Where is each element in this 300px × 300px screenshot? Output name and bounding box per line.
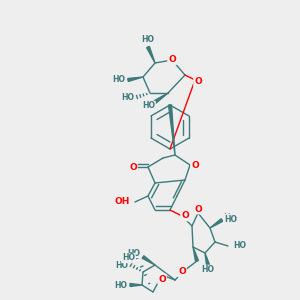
Text: HO: HO: [115, 260, 128, 269]
Polygon shape: [128, 77, 143, 82]
Text: O: O: [194, 77, 202, 86]
Polygon shape: [130, 284, 142, 286]
Text: HO: HO: [202, 266, 214, 274]
Polygon shape: [210, 219, 223, 228]
Text: O: O: [178, 268, 186, 277]
Text: O: O: [181, 212, 189, 220]
Text: O: O: [129, 163, 137, 172]
Text: HO: HO: [121, 92, 134, 101]
Text: O: O: [168, 56, 176, 64]
Text: HO: HO: [233, 242, 246, 250]
Text: HO: HO: [142, 101, 155, 110]
Text: H: H: [224, 212, 230, 221]
Text: HO: HO: [122, 254, 135, 262]
Text: HO: HO: [114, 280, 127, 290]
Text: O: O: [191, 160, 199, 169]
Text: O: O: [194, 205, 202, 214]
Text: O: O: [158, 274, 166, 284]
Text: HO: HO: [127, 248, 140, 257]
Text: HO: HO: [142, 34, 154, 43]
Polygon shape: [142, 256, 155, 265]
Text: HO: HO: [224, 214, 237, 224]
Text: HO: HO: [112, 76, 125, 85]
Polygon shape: [154, 93, 168, 103]
Text: OH: OH: [115, 197, 130, 206]
Polygon shape: [205, 253, 209, 266]
Polygon shape: [147, 46, 155, 63]
Polygon shape: [169, 105, 175, 155]
Polygon shape: [193, 247, 198, 261]
